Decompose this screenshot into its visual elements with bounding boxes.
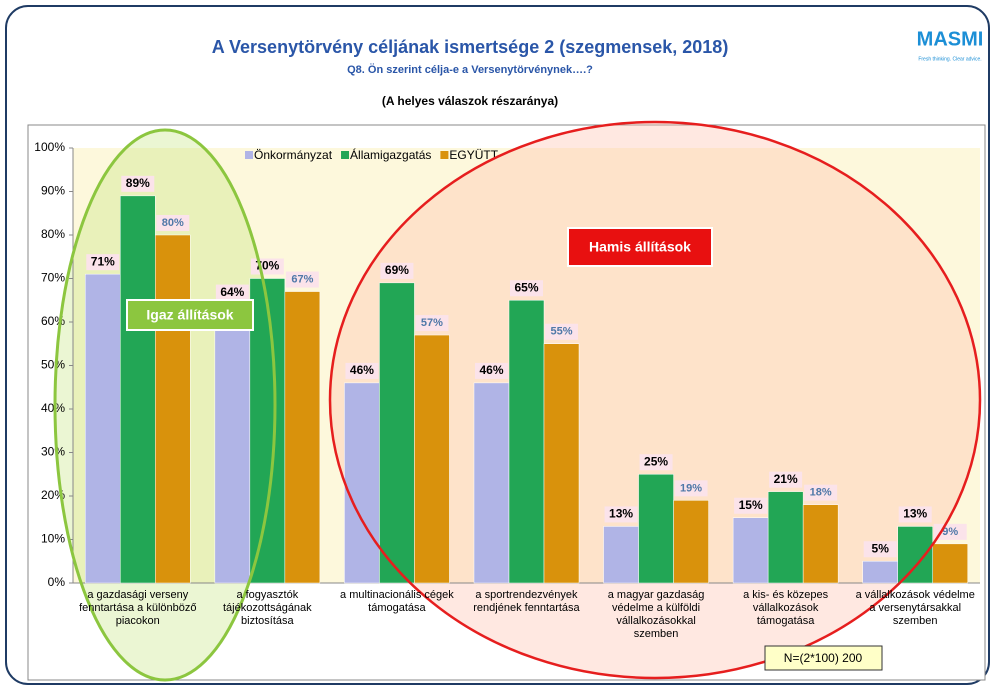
legend-swatch xyxy=(245,151,253,159)
value-label-box xyxy=(510,280,543,297)
value-label-box xyxy=(545,323,578,340)
value-label: 46% xyxy=(479,363,503,377)
value-label: 69% xyxy=(385,263,409,277)
true-label-box xyxy=(126,299,254,331)
value-label-box xyxy=(604,506,638,523)
value-label: 25% xyxy=(644,454,668,468)
x-tick-label: a gazdasági verseny fenntartása a különb… xyxy=(79,589,197,627)
legend-swatch xyxy=(341,151,350,159)
legend-label: Önkormányzat xyxy=(254,148,333,162)
y-tick-label: 50% xyxy=(41,358,65,372)
value-label: 13% xyxy=(903,507,927,521)
bar xyxy=(379,282,415,584)
sample-box xyxy=(764,645,883,671)
bar xyxy=(85,273,121,584)
false-label-box xyxy=(567,227,713,267)
y-tick-label: 30% xyxy=(41,445,65,459)
value-label-box xyxy=(639,454,673,471)
value-label: 15% xyxy=(739,498,763,512)
bar xyxy=(543,343,580,584)
bar xyxy=(508,300,545,584)
value-label-box xyxy=(285,271,319,288)
bar xyxy=(603,526,639,584)
bar xyxy=(344,382,380,584)
value-label: 19% xyxy=(680,482,702,494)
chart-subtitle: Q8. Ön szerint célja-e a Versenytörvényn… xyxy=(347,63,593,76)
y-tick-label: 10% xyxy=(41,532,65,546)
value-label-box xyxy=(121,175,155,192)
bar xyxy=(638,474,674,584)
y-tick-label: 100% xyxy=(34,140,65,154)
value-label-box xyxy=(734,497,768,514)
value-label-box xyxy=(475,362,508,379)
legend-label: EGYÜTT xyxy=(449,148,498,162)
value-label-box xyxy=(863,541,897,558)
logo-tagline: Fresh thinking. Clear advice. xyxy=(918,56,981,62)
value-label: 18% xyxy=(810,487,832,499)
value-label: 89% xyxy=(126,176,150,190)
logo: MASMI xyxy=(917,28,984,50)
value-label: 13% xyxy=(609,507,633,521)
bar xyxy=(155,234,191,584)
value-label-box xyxy=(933,523,967,540)
true-label: Igaz állítások xyxy=(146,307,233,323)
true-ellipse xyxy=(53,128,277,682)
y-tick-label: 70% xyxy=(41,271,65,285)
value-label: 9% xyxy=(942,526,958,538)
chart-title: A Versenytörvény céljának ismertsége 2 (… xyxy=(212,37,729,57)
legend-swatch xyxy=(440,151,449,159)
bar xyxy=(473,382,510,584)
x-tick-label: a multinacionális cégek támogatása xyxy=(340,589,454,614)
x-tick-label: a magyar gazdaság védelme a külföldi vál… xyxy=(607,589,705,640)
bar xyxy=(932,543,968,584)
value-label: 57% xyxy=(421,317,443,329)
value-label: 46% xyxy=(350,363,374,377)
value-label: 65% xyxy=(514,280,538,294)
value-label-box xyxy=(215,284,249,301)
value-label: 21% xyxy=(774,472,798,486)
bar xyxy=(802,504,839,584)
y-tick-label: 40% xyxy=(41,401,65,415)
x-tick-label: a fogyasztók tájékozottságának biztosítá… xyxy=(223,589,312,627)
chart-note: (A helyes válaszok részaránya) xyxy=(382,94,558,108)
value-label: 55% xyxy=(550,326,572,338)
value-label-box xyxy=(804,484,838,501)
value-label-box xyxy=(380,262,414,279)
false-label: Hamis állítások xyxy=(589,239,691,255)
x-tick-label: a vállalkozások védelme a versenytársakk… xyxy=(855,589,975,627)
bar xyxy=(862,561,898,584)
bar xyxy=(214,304,251,584)
value-label: 67% xyxy=(291,273,313,285)
value-label: 80% xyxy=(162,217,184,229)
value-label-box xyxy=(86,254,120,271)
sample-label: N=(2*100) 200 xyxy=(784,651,863,665)
bar xyxy=(897,526,933,584)
value-label-box xyxy=(345,362,379,379)
bar xyxy=(120,195,156,584)
bar xyxy=(414,334,450,584)
bar xyxy=(673,500,709,584)
value-label: 64% xyxy=(220,285,244,299)
value-label-box xyxy=(156,215,190,231)
y-tick-label: 80% xyxy=(41,227,65,241)
false-ellipse xyxy=(328,120,982,680)
bar xyxy=(284,291,321,584)
x-tick-label: a kis- és közepes vállalkozások támogatá… xyxy=(743,589,829,627)
value-label-box xyxy=(674,480,708,497)
value-label: 5% xyxy=(872,541,890,555)
bar xyxy=(767,491,804,584)
value-label-box xyxy=(415,315,449,332)
y-tick-label: 0% xyxy=(48,575,66,589)
value-label-box xyxy=(769,471,803,488)
value-label-box xyxy=(898,506,932,523)
y-tick-label: 90% xyxy=(41,184,65,198)
value-label: 71% xyxy=(91,254,115,268)
legend-label: Államigazgatás xyxy=(350,147,431,162)
bar xyxy=(249,278,286,584)
bar xyxy=(732,517,769,584)
x-tick-label: a sportrendezvények rendjének fenntartás… xyxy=(473,589,580,614)
